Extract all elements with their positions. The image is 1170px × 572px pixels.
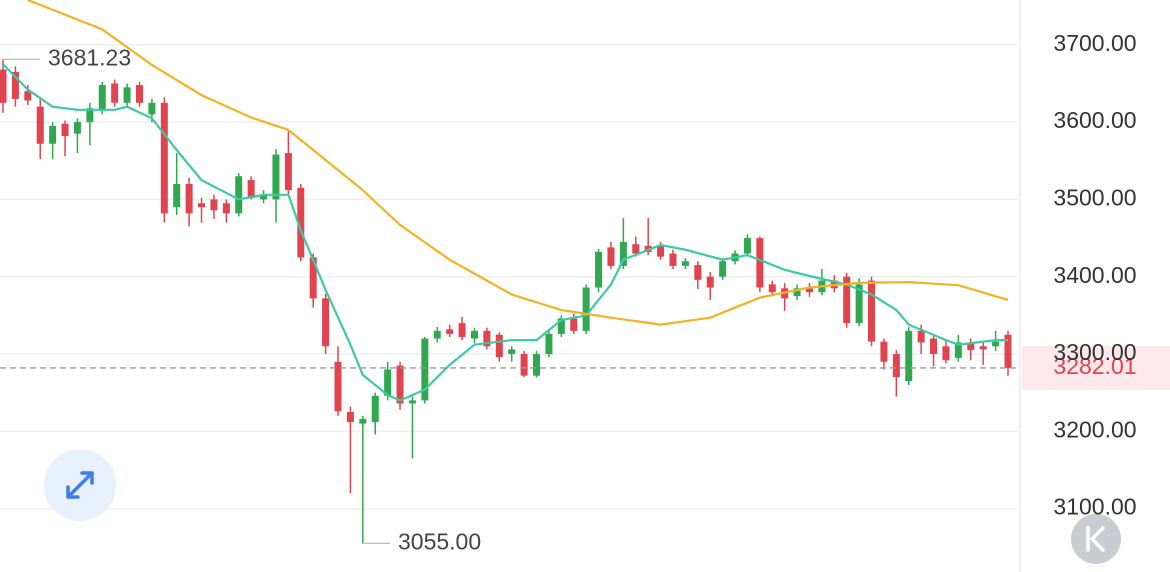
candle-body <box>508 349 516 355</box>
candle-body <box>396 365 404 404</box>
y-tick-label: 3500.00 <box>1053 185 1136 211</box>
candle-body <box>384 369 392 396</box>
candle-body <box>905 330 913 382</box>
candle-body <box>1004 334 1012 368</box>
candle-body <box>855 284 863 324</box>
candle-body <box>483 330 491 347</box>
y-tick-label: 3300.00 <box>1053 339 1136 365</box>
candle-body <box>111 83 119 103</box>
y-tick-label: 3100.00 <box>1053 494 1136 520</box>
candle-body <box>669 253 677 266</box>
candle-body <box>533 354 541 376</box>
candle-body <box>595 251 603 288</box>
candle-body <box>297 187 305 258</box>
candle-body <box>458 323 466 338</box>
candle-body <box>756 238 764 288</box>
candle-body <box>470 330 478 339</box>
overlay: 3681.23 3055.00 3282.01 <box>0 44 1170 554</box>
candle-body <box>359 418 367 424</box>
candle-body <box>247 180 255 198</box>
min-label: 3055.00 <box>398 528 481 554</box>
candle-body <box>346 411 354 423</box>
candle-body <box>86 108 94 123</box>
candle-body <box>619 241 627 266</box>
candle-body <box>793 288 801 297</box>
candle-body <box>36 106 44 144</box>
candle-body <box>967 342 975 351</box>
candle-body <box>61 123 69 137</box>
candle-body <box>681 261 689 266</box>
candle-body <box>408 400 416 404</box>
candle-body <box>557 318 565 334</box>
candle-body <box>992 341 1000 347</box>
candle-body <box>706 276 714 288</box>
candle-body <box>160 102 168 214</box>
expand-button[interactable] <box>44 449 116 521</box>
candle-body <box>309 257 317 299</box>
candle-body <box>148 102 156 115</box>
candle-body <box>334 361 342 412</box>
candle-body <box>954 342 962 358</box>
candle-body <box>123 87 131 103</box>
candle-body <box>24 91 32 101</box>
candle-body <box>768 284 776 293</box>
candle-body <box>495 334 503 358</box>
y-tick-label: 3400.00 <box>1053 262 1136 288</box>
candle-body <box>135 85 143 103</box>
y-tick-label: 3200.00 <box>1053 416 1136 442</box>
candle-body <box>260 194 268 200</box>
candle-body <box>272 154 280 200</box>
candle-body <box>446 329 454 334</box>
candle-body <box>98 85 106 111</box>
candle-body <box>917 330 925 343</box>
candle-body <box>805 288 813 293</box>
candle-body <box>892 354 900 378</box>
candle-body <box>607 247 615 266</box>
candle-body <box>570 318 578 331</box>
candle-body <box>657 245 665 257</box>
max-label: 3681.23 <box>48 44 131 70</box>
plot-area <box>0 0 1018 544</box>
candle-body <box>942 346 950 361</box>
candle-body <box>73 122 81 134</box>
moving-average-line <box>27 0 1009 326</box>
last-price-tag <box>1022 345 1170 390</box>
candle-body <box>322 298 330 347</box>
candle-body <box>0 69 7 103</box>
candle-body <box>582 287 590 331</box>
candle-body <box>520 354 528 376</box>
y-tick-label: 3700.00 <box>1053 30 1136 56</box>
candle-body <box>545 333 553 355</box>
candle-body <box>694 265 702 280</box>
candle-body <box>930 338 938 355</box>
candle-body <box>185 183 193 214</box>
candle-body <box>868 280 876 342</box>
candle-body <box>421 338 429 401</box>
candle-body <box>49 125 57 144</box>
candle-body <box>284 153 292 191</box>
candle-body <box>371 395 379 423</box>
y-tick-label: 3600.00 <box>1053 107 1136 133</box>
candle-body <box>235 176 243 214</box>
candle-body <box>210 199 218 211</box>
jump-to-latest-button[interactable] <box>1071 514 1121 564</box>
candle-body <box>880 341 888 362</box>
moving-average-line <box>2 63 1008 402</box>
candle-body <box>198 203 206 208</box>
candle-body <box>743 238 751 254</box>
candle-body <box>979 346 987 350</box>
last-price-label: 3282.01 <box>1053 353 1136 379</box>
candle-body <box>632 244 640 254</box>
candle-body <box>843 276 851 324</box>
candle-body <box>433 330 441 339</box>
candle-body <box>719 261 727 277</box>
candle-body <box>173 183 181 208</box>
candle-body <box>11 71 19 99</box>
candle-body <box>222 203 230 214</box>
